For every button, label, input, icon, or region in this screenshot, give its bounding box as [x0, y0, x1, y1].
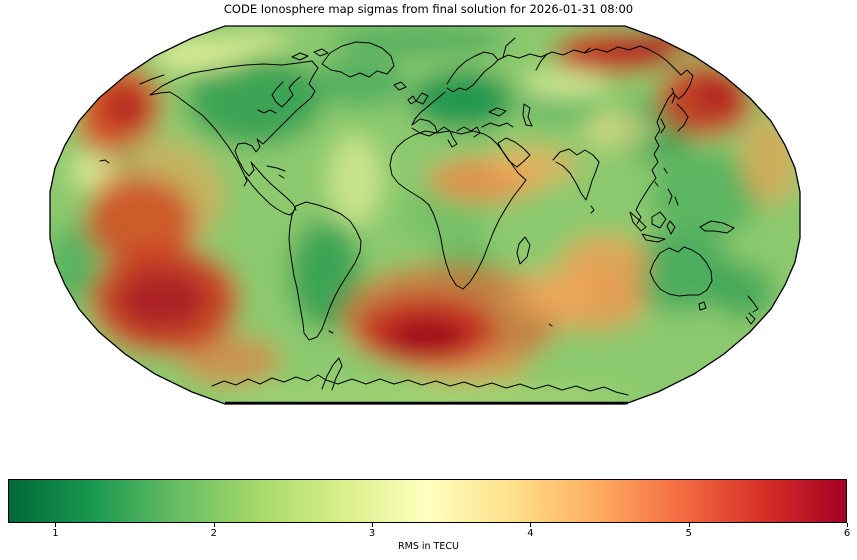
- colorbar-tick-label: 6: [843, 528, 851, 539]
- colorbar-tick: [688, 523, 690, 527]
- colorbar-label: RMS in TECU: [398, 541, 459, 552]
- colorbar-tick: [372, 523, 374, 527]
- map-outline: [49, 25, 801, 405]
- colorbar-tick-label: 4: [527, 528, 534, 539]
- colorbar-tick-label: 1: [52, 528, 59, 539]
- colorbar-tick-label: 3: [368, 528, 376, 539]
- coastlines-layer: [99, 37, 759, 396]
- colorbar-tick-label: 2: [210, 528, 217, 539]
- colorbar-tick: [530, 523, 532, 527]
- world-map: [49, 25, 801, 405]
- heatmap-layer: [50, 26, 800, 404]
- colorbar: [8, 479, 847, 523]
- colorbar-tick: [847, 523, 848, 527]
- colorbar-tick: [213, 523, 215, 527]
- colorbar-tick-label: 5: [685, 528, 692, 539]
- map-title: CODE Ionosphere map sigmas from final so…: [223, 2, 634, 16]
- colorbar-tick: [55, 523, 57, 527]
